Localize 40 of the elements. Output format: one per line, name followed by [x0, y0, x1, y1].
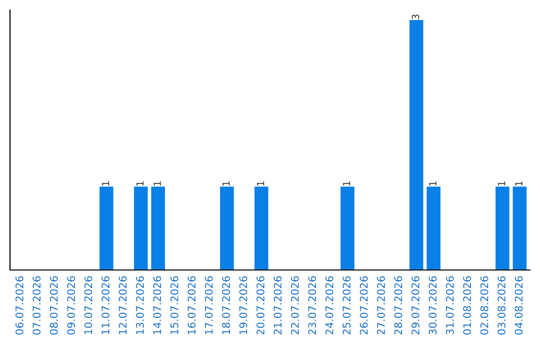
x-tick-label: 14.07.2026 [153, 276, 162, 334]
x-tick-label: 04.08.2026 [514, 276, 523, 335]
x-tick-label: 16.07.2026 [188, 276, 196, 334]
x-tick-label: 28.07.2026 [394, 276, 402, 334]
x-tick-label: 15.07.2026 [170, 276, 178, 334]
x-tick-label: 06.07.2026 [15, 276, 24, 335]
x-tick-label: 01.08.2026 [463, 276, 472, 335]
x-tick-label: 11.07.2026 [102, 276, 110, 334]
x-tick-label: 13.07.2026 [136, 276, 144, 334]
data-label: 1 [498, 181, 506, 186]
x-tick-label: 03.08.2026 [498, 276, 506, 335]
x-tick-label: 30.07.2026 [428, 276, 437, 334]
x-tick-label: 29.07.2026 [412, 276, 420, 334]
data-label: 1 [256, 181, 264, 186]
data-label: 1 [102, 181, 110, 186]
x-tick-label: 23.07.2026 [308, 276, 316, 334]
data-label: 3 [412, 14, 420, 20]
data-label: 1 [429, 181, 436, 186]
data-label: 1 [343, 181, 350, 186]
x-tick-label: 27.07.2026 [377, 276, 385, 334]
x-tick-label: 19.07.2026 [239, 276, 248, 334]
x-tick-label: 07.07.2026 [32, 276, 41, 335]
x-tick-label: 25.07.2026 [342, 276, 351, 334]
x-tick-label: 21.07.2026 [274, 276, 282, 334]
x-tick-label: 22.07.2026 [290, 276, 299, 334]
data-label: 1 [136, 181, 144, 186]
x-tick-label: 08.07.2026 [50, 276, 58, 335]
data-label: 1 [154, 181, 161, 186]
x-tick-label: 17.07.2026 [204, 276, 213, 334]
x-tick-label: 31.07.2026 [446, 276, 454, 334]
x-tick-label: 18.07.2026 [222, 276, 230, 334]
x-tick-label: 09.07.2026 [67, 276, 76, 335]
x-tick-label: 26.07.2026 [360, 276, 368, 334]
x-tick-label: 02.08.2026 [480, 276, 488, 335]
x-tick-label: 10.07.2026 [84, 276, 92, 334]
data-label: 1 [222, 181, 230, 186]
data-label: 1 [515, 181, 522, 186]
x-tick-label: 24.07.2026 [325, 276, 334, 334]
x-tick-label: 12.07.2026 [118, 276, 127, 334]
x-tick-label: 20.07.2026 [256, 276, 264, 334]
